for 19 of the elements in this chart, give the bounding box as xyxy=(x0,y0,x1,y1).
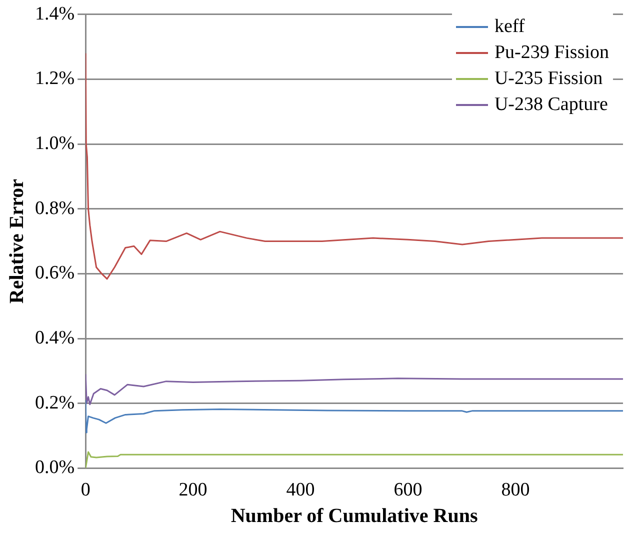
x-tick-label: 800 xyxy=(501,480,530,501)
legend-label: U-238 Capture xyxy=(494,93,608,117)
y-axis-title: Relative Error xyxy=(6,178,28,304)
y-tick-label: 1.0% xyxy=(35,133,75,154)
x-tick-label: 600 xyxy=(394,480,422,501)
y-tick-label: 0.0% xyxy=(35,457,75,478)
y-tick-label: 1.2% xyxy=(35,68,75,90)
legend-label: U-235 Fission xyxy=(494,67,603,91)
y-tick-label: 0.2% xyxy=(35,392,75,414)
legend-label: keff xyxy=(494,15,525,39)
y-tick-label: 0.8% xyxy=(35,198,75,219)
y-tick-label: 0.6% xyxy=(35,262,75,284)
y-tick-label: 1.4% xyxy=(35,3,75,24)
x-tick-label: 400 xyxy=(286,480,315,501)
x-tick-label: 0 xyxy=(80,480,90,501)
x-tick-label: 200 xyxy=(178,480,208,501)
legend-label: Pu-239 Fission xyxy=(494,41,609,65)
x-axis-title: Number of Cumulative Runs xyxy=(230,505,478,528)
y-tick-label: 0.4% xyxy=(35,328,75,349)
